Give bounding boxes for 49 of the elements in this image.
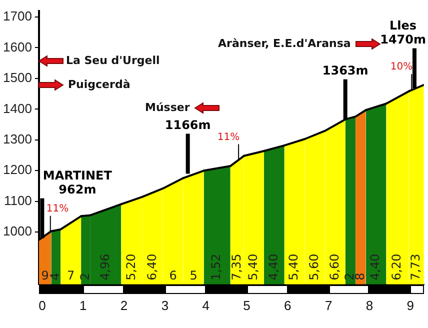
annotation: 11% [217,132,240,143]
annotation: 5 [190,268,198,283]
x-tick-label: 4 [202,298,210,313]
annotation: 9 [41,268,49,283]
annotation: MARTINET 962m [42,168,113,196]
annotation: 7,73 [408,254,422,280]
annotation: 5,40 [246,254,260,280]
annotation: 5,20 [124,254,138,280]
y-tick-label: 1500 [3,70,32,86]
annotation: 6,40 [144,254,159,280]
x-tick-label: 0 [38,298,46,313]
y-tick-label: 1300 [3,131,32,146]
annotation: 4,40 [266,254,280,280]
x-tick-label: 2 [120,298,128,313]
annotation: 10% [390,62,413,73]
annotation: 1,52 [209,254,224,280]
annotation: 2 [78,272,92,280]
annotation: 4 [48,272,62,280]
annotation: 7,35 [229,254,244,280]
annotation: 8 [352,272,367,280]
annotation: 4,96 [98,254,112,280]
y-tick-label: 1700 [3,8,32,24]
annotation: Arànser, E.E.d'Aransa [218,37,351,50]
annotation: La Seu d'Urgell [66,54,160,67]
x-tick-label: 9 [406,298,414,313]
y-tick-label: 1400 [3,100,32,116]
annotation: 6 [169,268,177,283]
annotation: 11% [46,203,69,214]
annotation: 1166m [164,118,211,132]
annotation: 6,20 [390,254,404,280]
annotation: 6,60 [327,254,342,280]
x-tick-label: 1 [79,298,87,313]
x-tick-label: 7 [324,298,332,313]
annotation: 4,40 [368,254,382,280]
annotation: Puigcerdà [68,78,130,91]
annotation: Lles 1470m [380,18,426,46]
annotation: 7 [67,268,75,283]
y-tick-label: 1600 [3,39,32,54]
x-tick-label: 5 [243,298,250,313]
annotation: 5,60 [307,254,322,280]
x-tick-label: 3 [161,298,169,313]
annotation: 1363m [322,63,368,78]
annotation: 5,40 [286,254,301,280]
x-tick-label: 6 [284,298,292,313]
annotation: Músser [145,101,190,114]
y-tick-label: 1100 [4,192,32,208]
y-tick-label: 1000 [3,224,32,239]
y-tick-label: 1200 [3,162,32,178]
x-tick-label: 8 [366,298,374,313]
